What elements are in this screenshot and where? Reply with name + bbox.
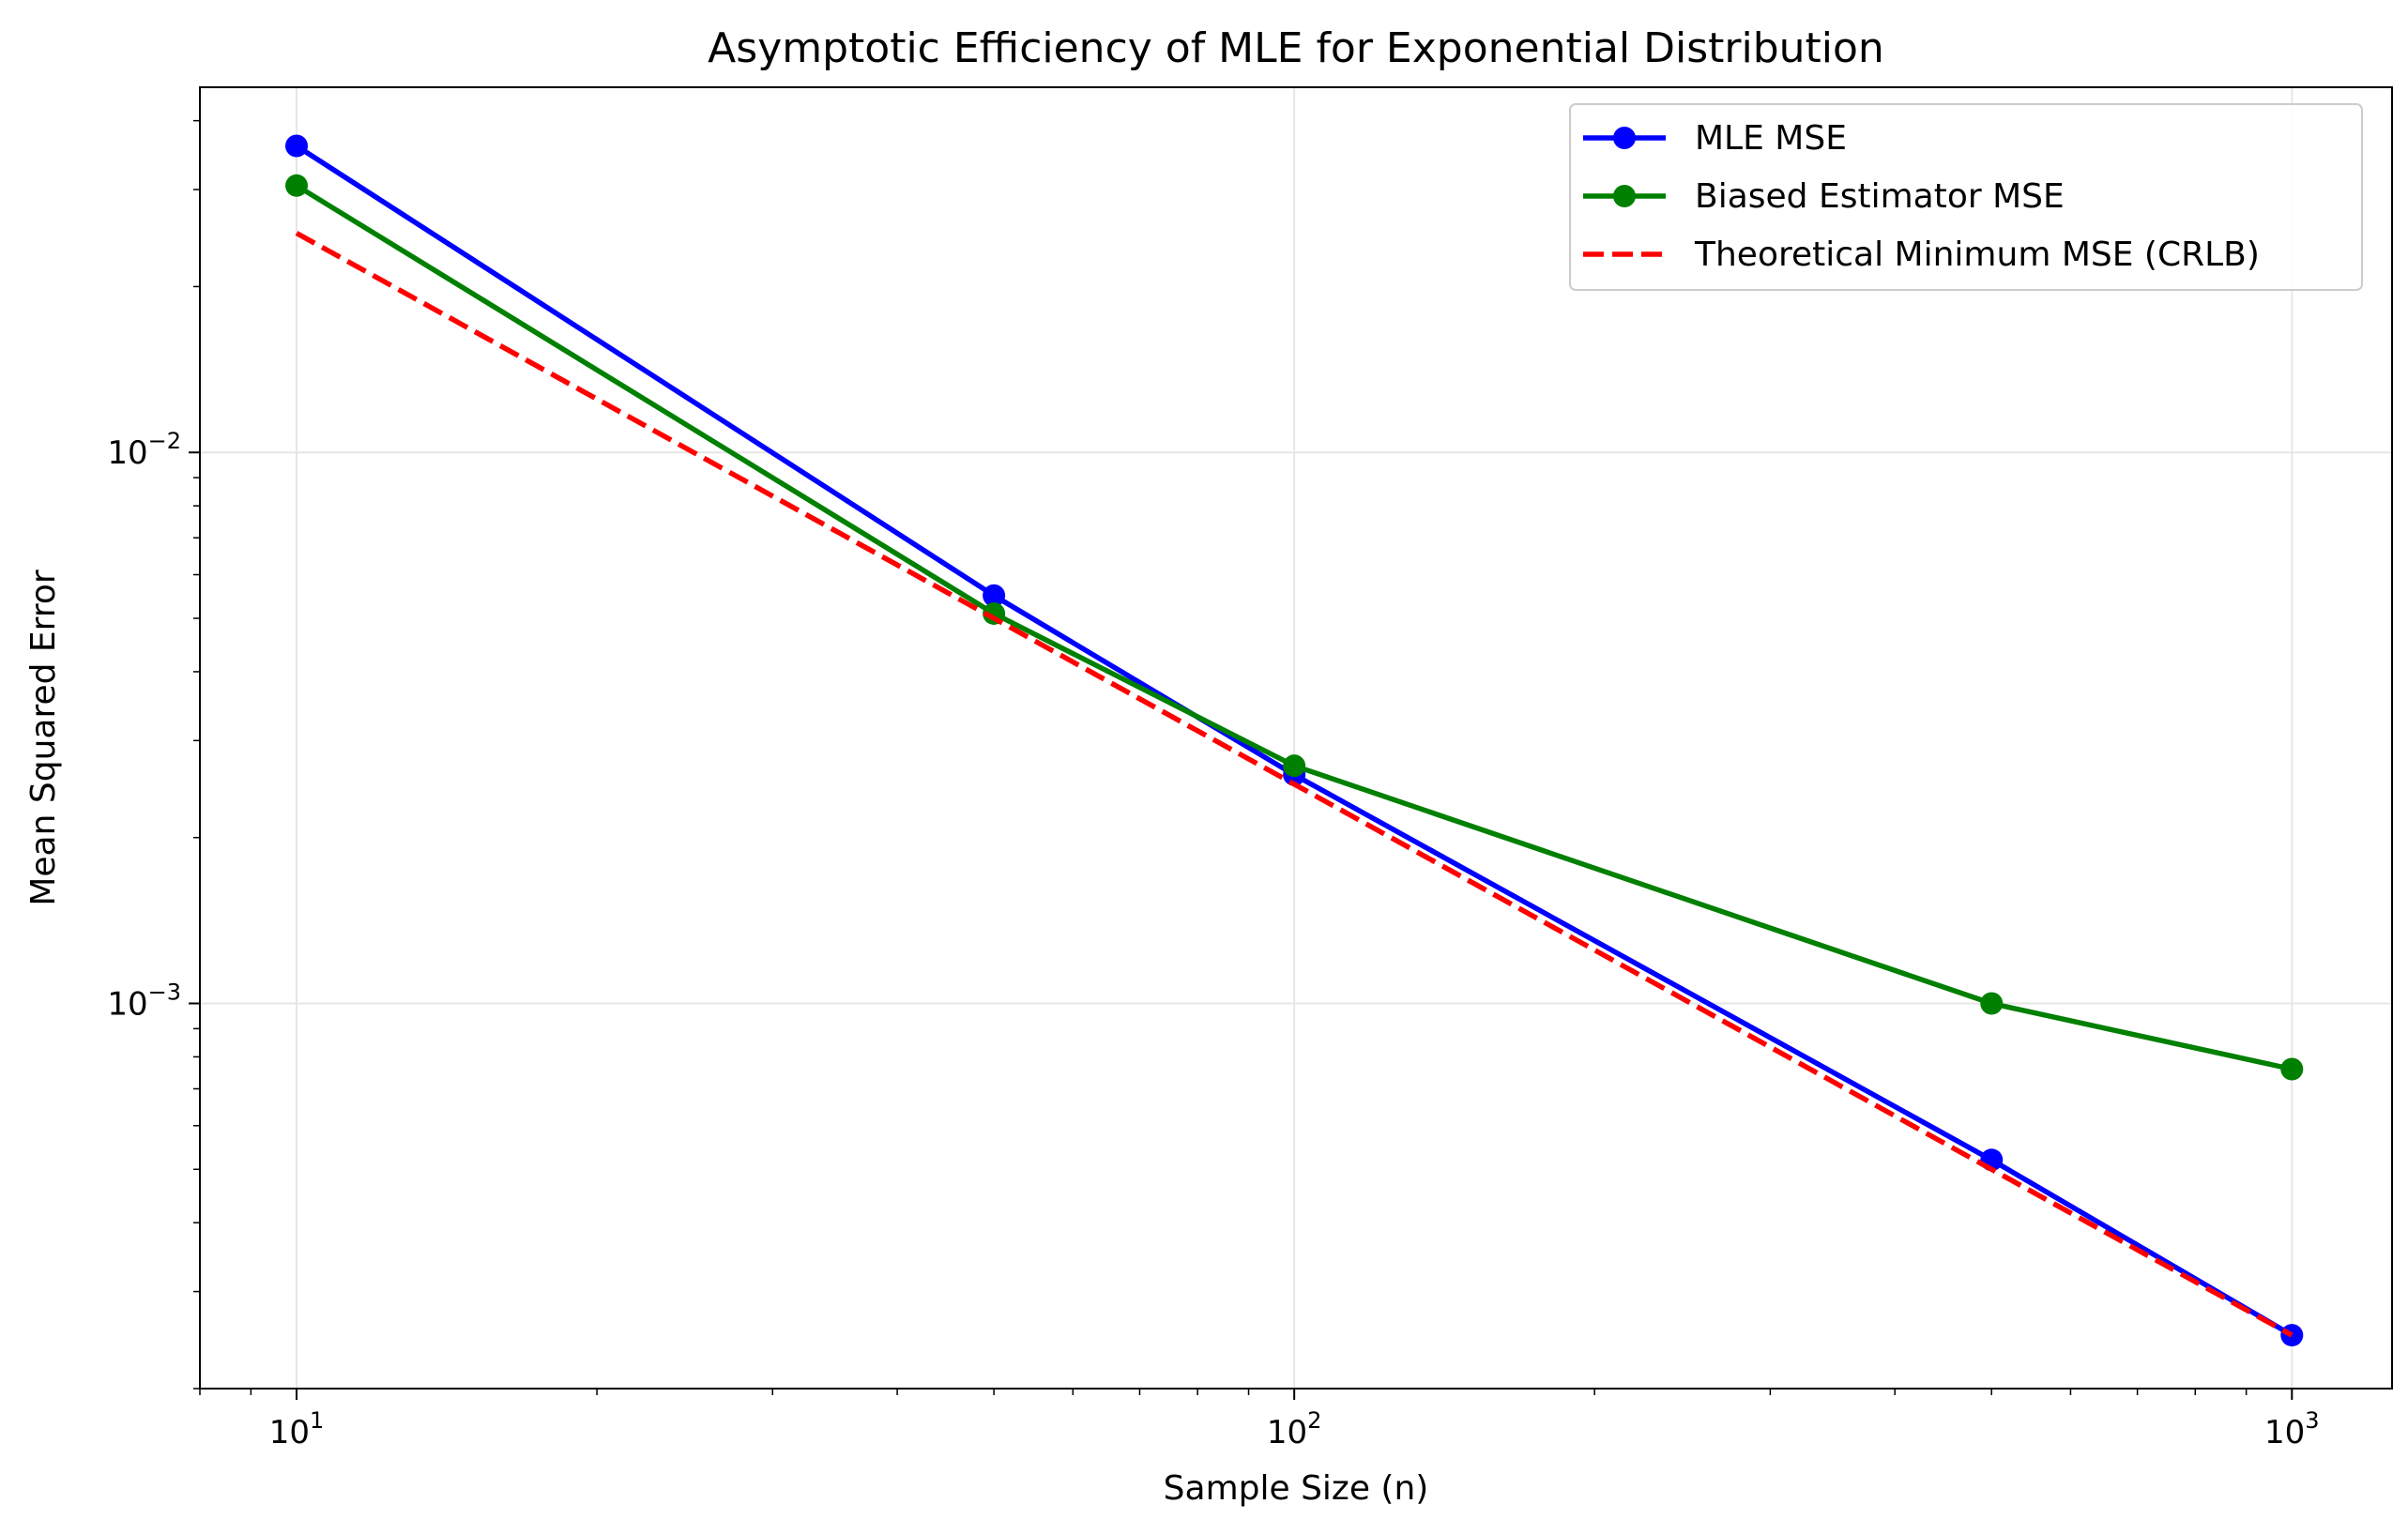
- y-tick-label: 10−3: [107, 980, 181, 1024]
- series-line-2: [295, 231, 2294, 1338]
- chart-title: Asymptotic Efficiency of MLE for Exponen…: [708, 24, 1884, 72]
- legend-marker-0: [1613, 127, 1636, 149]
- x-tick-label: 103: [2264, 1407, 2320, 1451]
- series-1-point: [2280, 1057, 2304, 1081]
- legend-marker-1: [1613, 185, 1636, 207]
- legend-label-2: Theoretical Minimum MSE (CRLB): [1694, 235, 2260, 274]
- series-1-point: [1980, 992, 2004, 1015]
- series-0-point: [285, 134, 309, 158]
- legend-label-0: MLE MSE: [1695, 119, 1847, 158]
- legend: MLE MSE Biased Estimator MSE Theoretical M…: [1569, 103, 2363, 291]
- x-axis-title: Sample Size (n): [1164, 1469, 1429, 1508]
- plot-frame: [199, 86, 2393, 1390]
- legend-box: [1569, 103, 2363, 291]
- series-0-point: [2280, 1324, 2304, 1347]
- series-0-point: [983, 584, 1006, 607]
- y-axis-title: Mean Squared Error: [24, 570, 63, 906]
- x-tick-label: 102: [1267, 1407, 1322, 1451]
- ticks: 101 102 103 10−3 10−2: [107, 119, 2320, 1451]
- series-1-point: [1283, 754, 1306, 778]
- x-tick-label: 101: [269, 1407, 325, 1451]
- grid: [200, 87, 2392, 1389]
- series-1-point: [285, 174, 309, 197]
- series-layer: [285, 134, 2304, 1347]
- legend-label-1: Biased Estimator MSE: [1695, 177, 2065, 216]
- y-tick-label: 10−2: [107, 428, 181, 472]
